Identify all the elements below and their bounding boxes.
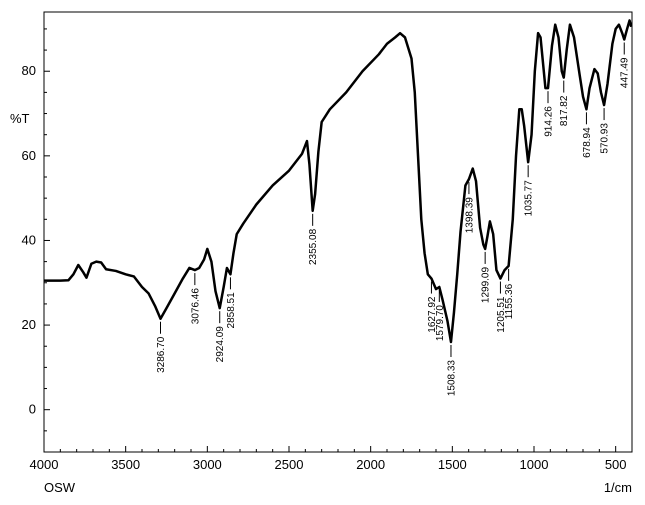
y-tick-label: 80 bbox=[22, 63, 36, 78]
spectrum-series-line bbox=[44, 19, 633, 344]
peak-label: 1205.51 bbox=[496, 296, 507, 333]
x-tick-label: 2500 bbox=[275, 457, 304, 472]
x-tick-label: 1500 bbox=[438, 457, 467, 472]
peak-label: 1035.77 bbox=[524, 180, 535, 217]
x-tick-label: 4000 bbox=[30, 457, 59, 472]
x-axis-unit-label: 1/cm bbox=[604, 480, 632, 495]
y-axis-title: %T bbox=[10, 111, 30, 126]
peak-label: 2924.09 bbox=[215, 326, 226, 363]
x-tick-label: 3000 bbox=[193, 457, 222, 472]
peak-label: 1508.33 bbox=[446, 360, 457, 397]
peak-label: 1579.70 bbox=[435, 305, 446, 342]
peak-label: 3286.70 bbox=[156, 336, 167, 373]
peak-label: 817.82 bbox=[559, 95, 570, 126]
x-tick-label: 2000 bbox=[356, 457, 385, 472]
y-tick-label: 0 bbox=[29, 402, 36, 417]
y-tick-label: 40 bbox=[22, 232, 36, 247]
peak-label: 1627.92 bbox=[427, 296, 438, 333]
peak-label: 1299.09 bbox=[481, 266, 492, 303]
peak-label: 678.94 bbox=[582, 127, 593, 158]
peak-label: 3076.46 bbox=[190, 288, 201, 325]
y-axis-ticks: 0 20 40 60 80 bbox=[22, 28, 50, 453]
peak-label: 1155.36 bbox=[504, 283, 515, 319]
peak-label: 1398.39 bbox=[464, 197, 475, 234]
x-tick-label: 500 bbox=[605, 457, 627, 472]
peak-label: 447.49 bbox=[620, 57, 631, 88]
peak-label: 2858.51 bbox=[226, 292, 237, 329]
x-tick-label: 1000 bbox=[520, 457, 549, 472]
corner-label: OSW bbox=[44, 480, 76, 495]
y-tick-label: 60 bbox=[22, 148, 36, 163]
peak-label: 570.93 bbox=[600, 123, 611, 154]
peak-label: 914.26 bbox=[544, 106, 555, 137]
y-tick-label: 20 bbox=[22, 317, 36, 332]
peak-label: 2355.08 bbox=[308, 228, 319, 265]
x-axis-ticks: 4000 3500 3000 2500 2000 1500 1000 500 bbox=[30, 446, 633, 472]
x-tick-label: 3500 bbox=[111, 457, 140, 472]
